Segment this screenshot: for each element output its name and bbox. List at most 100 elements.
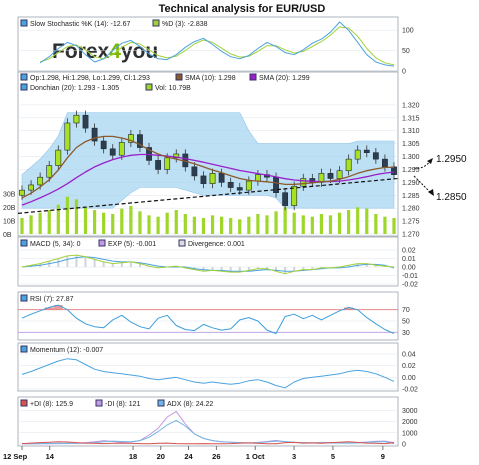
candle-body	[236, 187, 243, 191]
svg-text:Forex4you: Forex4you	[52, 40, 158, 63]
dmi-legend: +DI (8): 125.9 -DI (8): 121 ADX (8): 24.…	[20, 399, 213, 408]
rsi-tick-label: 30	[402, 330, 410, 337]
volume-bar	[129, 206, 133, 234]
chart-title: Technical analysis for EUR/USD	[159, 3, 326, 15]
volume-bar	[201, 218, 206, 234]
volume-bar	[156, 216, 160, 234]
rsi-panel	[17, 291, 399, 341]
macd-tick-label: 0.01	[402, 256, 416, 263]
x-axis-label: 20	[157, 452, 165, 461]
chart-marks: 0501001.3201.3151.3101.3051.3001.2951.29…	[3, 21, 420, 461]
candle-body	[345, 158, 352, 172]
stoch-d-line	[39, 26, 395, 66]
momentum-legend: Momentum (12): -0.007	[20, 345, 103, 354]
volume-bar	[238, 219, 242, 234]
volume-bar	[292, 212, 296, 234]
x-axis-label: 26	[212, 452, 220, 461]
macd-line	[21, 254, 395, 275]
volume-axis: 30B 20B 10B 0B	[3, 192, 16, 240]
legend-stoch-k: Slow Stochastic %K (14): -12.67	[30, 21, 130, 28]
volume-tick-label: 10B	[3, 219, 16, 226]
candle-body	[255, 174, 261, 182]
legend-rsi: RSI (7): 27.87	[30, 296, 74, 303]
candle-body	[173, 153, 180, 159]
rsi-overbought-fill	[44, 307, 54, 310]
stoch-tick-label: 100	[402, 28, 414, 35]
di-plus-line	[21, 441, 395, 445]
volume-tick-label: 30B	[3, 192, 16, 199]
target-high-label: 1.2950	[436, 154, 467, 165]
candle-body	[200, 175, 207, 184]
macd-legend: MACD (5, 34): 0 EXP (5): -0.001 Divergen…	[20, 239, 245, 248]
candle-body	[327, 173, 334, 179]
price-tick-label: 1.320	[402, 102, 420, 109]
candle-body	[37, 176, 44, 186]
x-axis: 12 Sep 14 18 20 24 26 1 Oct 3 5 9	[3, 446, 385, 461]
candle-body	[46, 165, 53, 178]
stochastic-legend: Slow Stochastic %K (14): -12.67 %D (3): …	[20, 19, 208, 28]
macd-panel	[17, 236, 399, 287]
sma10-line	[21, 135, 394, 199]
price-tick-label: 1.300	[402, 154, 420, 161]
stoch-tick-label: 0	[402, 69, 406, 76]
macd-tick-label: -0.01	[402, 273, 418, 280]
volume-bar	[111, 214, 115, 234]
x-axis-label: 3	[292, 452, 296, 461]
candle-body	[354, 149, 361, 160]
candle-body	[109, 148, 116, 156]
candle-body	[118, 142, 125, 156]
candle-body	[155, 160, 161, 170]
legend-sma10: SMA (10): 1.298	[185, 75, 236, 82]
legend-divergence: Divergence: 0.001	[188, 241, 245, 248]
stoch-tick-label: 50	[402, 48, 410, 55]
price-tick-label: 1.270	[402, 232, 420, 239]
candle-body	[363, 149, 370, 153]
legend-momentum: Momentum (12): -0.007	[30, 347, 103, 354]
legend-adx: ADX (8): 24.22	[167, 401, 213, 408]
x-axis-label: 5	[331, 452, 335, 461]
dmi-tick-label: 2000	[402, 419, 418, 426]
legend-ohlc: Op:1.298, Hi:1.298, Lo:1.299, Cl:1.293	[30, 75, 150, 82]
candle-body	[291, 185, 298, 206]
rsi-line	[21, 304, 395, 334]
volume-bar	[83, 207, 88, 234]
x-axis-label: 9	[381, 452, 385, 461]
candle-body	[164, 157, 171, 170]
stoch-k-line	[39, 21, 395, 67]
volume-bar	[65, 196, 69, 234]
arrow-down-head	[428, 189, 434, 196]
momentum-tick-label: -0.02	[402, 387, 418, 394]
arrow-up-head	[427, 158, 433, 164]
x-axis-label: 1 Oct	[246, 452, 265, 461]
volume-bar	[174, 210, 178, 234]
candle-body	[28, 184, 34, 191]
volume-bar	[392, 218, 396, 234]
momentum-axis: 0.04 0.02 0.00 -0.02	[18, 352, 418, 394]
x-axis-label: 24	[184, 452, 193, 461]
legend-di-plus: +DI (8): 125.9	[30, 401, 73, 408]
volume-bar	[138, 211, 142, 234]
volume-bar	[38, 212, 42, 234]
volume-bar	[29, 215, 33, 234]
momentum-tick-label: 0.02	[402, 363, 416, 370]
macd-tick-label: -0.02	[402, 282, 418, 289]
candle-body	[336, 170, 343, 179]
dmi-tick-label: 1000	[402, 430, 418, 437]
volume-bar	[374, 214, 378, 234]
x-axis-label: 14	[46, 452, 55, 461]
volume-bar	[183, 214, 187, 234]
rsi-legend: RSI (7): 27.87	[20, 294, 74, 303]
rsi-overbought-fill	[344, 307, 354, 310]
macd-tick-label: 0.00	[402, 265, 416, 272]
volume-bar	[210, 215, 215, 234]
candle-body	[372, 152, 379, 160]
price-tick-label: 1.275	[402, 219, 420, 226]
volume-bar	[92, 210, 97, 234]
dmi-tick-label: 0	[402, 442, 406, 449]
volume-bar	[20, 218, 24, 234]
price-tick-label: 1.305	[402, 141, 420, 148]
volume-bar	[328, 215, 333, 234]
candle-body	[245, 180, 252, 191]
price-legend: Op:1.298, Hi:1.298, Lo:1.299, Cl:1.293 S…	[20, 73, 310, 92]
candle-body	[91, 127, 98, 142]
